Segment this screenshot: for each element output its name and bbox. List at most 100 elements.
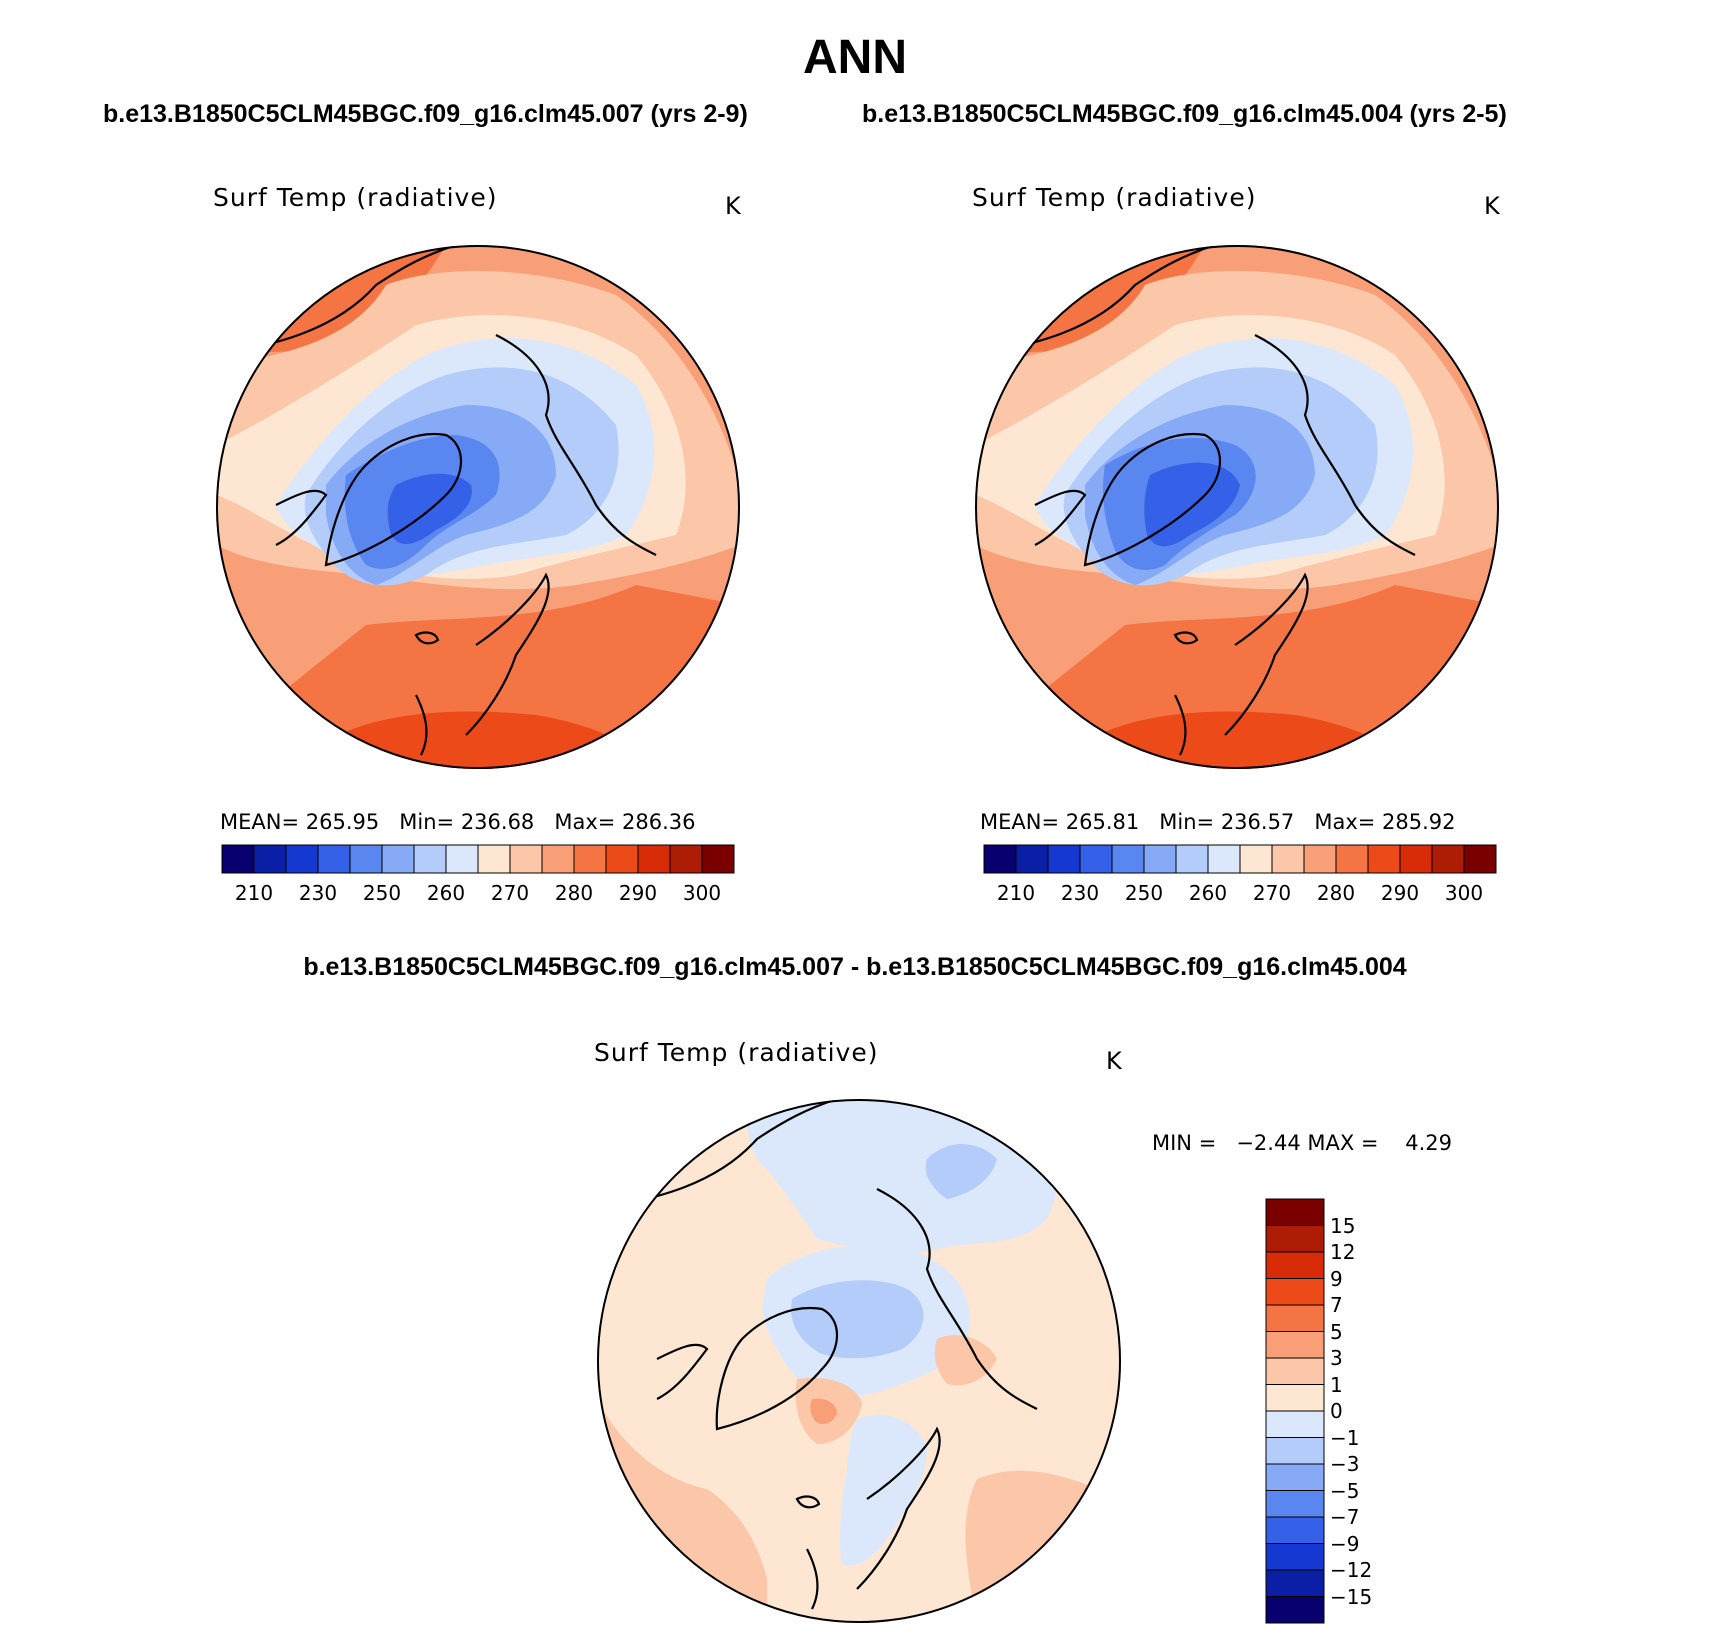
diff-field-siberia-cool (925, 1144, 997, 1199)
colorbar-tick-label: 210 (996, 881, 1036, 905)
colorbar-tick-label: 210 (234, 881, 274, 905)
colorbar-swatch (1265, 1543, 1325, 1571)
british-isles-coastline (1174, 694, 1187, 756)
siberia-coastline (495, 334, 657, 556)
colorbar-swatch (1079, 844, 1113, 874)
right-min-value: 236.57 (1220, 810, 1295, 834)
colorbar-tick-label: 260 (1188, 881, 1228, 905)
greenland-coastline (324, 432, 462, 567)
colorbar-tick-label: 270 (1252, 881, 1292, 905)
colorbar-tick-label: 280 (554, 881, 594, 905)
siberia-coastline (1254, 334, 1416, 556)
colorbar-swatch (637, 844, 671, 874)
difference-title: b.e13.B1850C5CLM45BGC.f09_g16.clm45.007 … (303, 953, 1407, 981)
temperature-field-warm-atlantic (975, 585, 1499, 769)
diff-field-pacific-cool (597, 1099, 657, 1189)
colorbar-swatch (1111, 844, 1145, 874)
scandinavia-coastline (856, 1426, 941, 1590)
colorbar-swatch (1265, 1331, 1325, 1359)
iceland-coastline (1173, 631, 1199, 645)
temperature-field-warm-atlantic (216, 585, 740, 769)
left-min-value: 236.68 (460, 810, 535, 834)
colorbar-swatch (1265, 1596, 1325, 1624)
right-colorbar (983, 844, 1497, 874)
colorbar-tick-label: −5 (1330, 1478, 1360, 1503)
colorbar-swatch (1047, 844, 1081, 874)
colorbar-swatch (1265, 1251, 1325, 1279)
colorbar-swatch (1265, 1198, 1325, 1226)
colorbar-swatch (573, 844, 607, 874)
colorbar-swatch (413, 844, 447, 874)
colorbar-swatch (1015, 844, 1049, 874)
left-max-value: 286.36 (622, 810, 696, 834)
colorbar-tick-label: 270 (490, 881, 530, 905)
colorbar-swatch (1239, 844, 1273, 874)
diff-field-warm-spot (810, 1398, 837, 1425)
colorbar-swatch (1175, 844, 1209, 874)
diff-colorbar (1265, 1198, 1325, 1624)
left-variable-label: Surf Temp (radiative) (213, 183, 498, 212)
colorbar-tick-label: 7 (1330, 1293, 1343, 1317)
left-colorbar (221, 844, 735, 874)
diff-units-label: K (1106, 1047, 1122, 1075)
left-stats: MEAN= 265.95 Min= 236.68 Max= 286.36 (220, 810, 696, 834)
diff-field-central-colder (791, 1280, 924, 1359)
colorbar-tick-label: 290 (618, 881, 658, 905)
colorbar-swatch (1335, 844, 1369, 874)
colorbar-tick-label: 250 (1124, 881, 1164, 905)
colorbar-swatch (669, 844, 703, 874)
colorbar-tick-label: −9 (1330, 1531, 1360, 1556)
right-case-title: b.e13.B1850C5CLM45BGC.f09_g16.clm45.004 … (862, 100, 1507, 128)
colorbar-swatch (1271, 844, 1305, 874)
iceland-coastline (414, 631, 440, 645)
colorbar-swatch (1431, 844, 1465, 874)
colorbar-tick-label: 1 (1330, 1372, 1343, 1397)
colorbar-tick-label: 12 (1330, 1240, 1356, 1264)
colorbar-swatch (509, 844, 543, 874)
colorbar-tick-label: 5 (1330, 1319, 1343, 1344)
scandinavia-coastline (465, 572, 550, 736)
diff-map-border (597, 1099, 1121, 1623)
left-mean-value: 265.95 (305, 810, 380, 834)
colorbar-swatch (701, 844, 735, 874)
colorbar-swatch (1265, 1463, 1325, 1491)
iceland-coastline (795, 1495, 821, 1509)
left-map-border (216, 245, 740, 769)
colorbar-swatch (381, 844, 415, 874)
colorbar-tick-label: 300 (1444, 881, 1484, 905)
siberia-coastline (876, 1188, 1038, 1410)
diff-min-value: −2.44 (1236, 1131, 1301, 1155)
colorbar-swatch (1265, 1437, 1325, 1465)
british-isles-coastline (415, 694, 428, 756)
colorbar-swatch (1399, 844, 1433, 874)
colorbar-swatch (1207, 844, 1241, 874)
greenland-coastline (715, 1306, 838, 1431)
right-mean-value: 265.81 (1065, 810, 1140, 834)
diff-variable-label: Surf Temp (radiative) (594, 1038, 879, 1067)
colorbar-swatch (221, 844, 255, 874)
colorbar-swatch (1265, 1357, 1325, 1385)
greenland-coastline (1083, 432, 1221, 567)
hudson-coastline (1034, 489, 1087, 546)
colorbar-swatch (1265, 1516, 1325, 1544)
diff-field-arctic-cool (746, 1099, 1058, 1254)
colorbar-swatch (1265, 1384, 1325, 1412)
hudson-coastline (275, 489, 328, 546)
diff-minmax: MIN = −2.44 MAX = 4.29 (1152, 1131, 1452, 1155)
right-variable-label: Surf Temp (radiative) (972, 183, 1257, 212)
right-stats: MEAN= 265.81 Min= 236.57 Max= 285.92 (980, 810, 1456, 834)
colorbar-swatch (983, 844, 1017, 874)
right-map-border (975, 245, 1499, 769)
colorbar-tick-label: 230 (298, 881, 338, 905)
right-units-label: K (1484, 192, 1500, 220)
left-units-label: K (725, 192, 741, 220)
colorbar-tick-label: 230 (1060, 881, 1100, 905)
colorbar-swatch (605, 844, 639, 874)
colorbar-swatch (1303, 844, 1337, 874)
colorbar-tick-label: 280 (1316, 881, 1356, 905)
colorbar-tick-label: −3 (1330, 1452, 1360, 1476)
page-title: ANN (803, 31, 907, 84)
right-polar-map (975, 245, 1499, 769)
colorbar-swatch (1265, 1278, 1325, 1306)
colorbar-tick-label: −1 (1330, 1425, 1360, 1450)
